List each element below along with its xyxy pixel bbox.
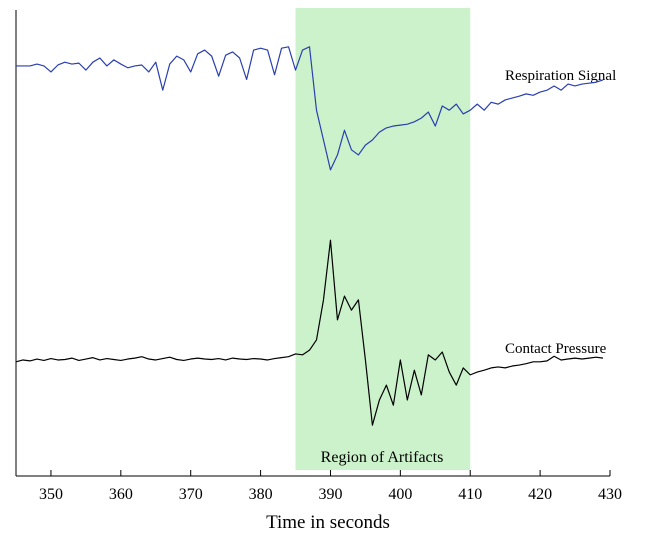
series-line <box>15 239 604 426</box>
x-tick-label: 350 <box>39 486 63 503</box>
x-tick-label: 390 <box>318 486 342 503</box>
x-tick-label: 400 <box>388 486 412 503</box>
x-axis-title: Time in seconds <box>266 512 390 533</box>
shaded-region <box>295 8 471 470</box>
region-label: Region of Artifacts <box>321 449 444 466</box>
series-line <box>16 46 604 171</box>
x-tick-label: 380 <box>249 486 273 503</box>
x-tick-label: 420 <box>528 486 552 503</box>
series-label: Respiration Signal <box>505 68 616 84</box>
x-tick-label: 370 <box>179 486 203 503</box>
series-label: Contact Pressure <box>505 341 607 357</box>
x-tick-label: 360 <box>109 486 133 503</box>
x-tick-label: 430 <box>598 486 622 503</box>
x-tick-label: 410 <box>458 486 482 503</box>
shaded-region <box>295 8 471 470</box>
